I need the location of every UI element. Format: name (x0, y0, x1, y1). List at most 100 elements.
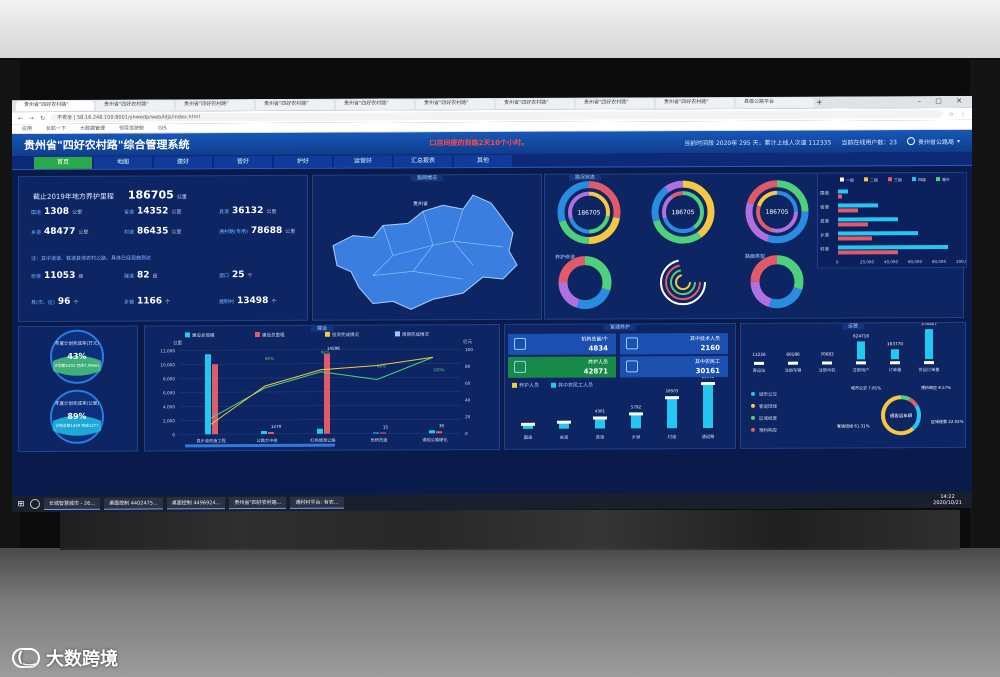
manage-chart: 国道省道县道4301乡道5792村道16503通组路21990 (521, 374, 715, 441)
window-controls-icon[interactable]: – ▢ ✕ (917, 96, 968, 106)
nav-reports[interactable]: 汇总报表 (394, 155, 452, 168)
hbar-chart-panel: 一级 二级 三级 四级 等外 国道 省道 县道 乡道 村道 0 20,000 40,000 60,000 8… (817, 171, 968, 269)
browser-tab[interactable]: 县级公路平台 (736, 97, 814, 108)
nav-other[interactable]: 其他 (454, 154, 512, 168)
legend-label: 客运班线 (759, 403, 777, 410)
manage-cat: 村道 (668, 433, 677, 440)
search-icon[interactable] (30, 498, 40, 510)
menu-icon[interactable]: ⋮ (960, 110, 966, 118)
ops-base (890, 361, 900, 365)
ops-value: 624716 (853, 333, 869, 338)
build-line (210, 356, 434, 425)
bookmark-item[interactable]: GIS (158, 124, 167, 131)
ring-segment (568, 191, 610, 234)
bookmark-item[interactable]: 大数据管理 (80, 125, 106, 132)
nav-build[interactable]: 建好 (154, 156, 212, 169)
browser-tab[interactable]: 贵州省"四好农村路" (96, 100, 174, 111)
build-bar (373, 432, 379, 434)
ring-segment (750, 255, 804, 309)
manage-cat: 国道 (524, 434, 533, 441)
browser-tab[interactable]: 贵州省"四好农村路" (336, 99, 414, 110)
manage-bar-cap (629, 412, 643, 416)
bar-label: 1270 (271, 424, 282, 429)
ops-bar (925, 329, 933, 360)
build-title: 建设 (310, 324, 334, 332)
browser-tab[interactable]: 贵州省"四好农村路" (576, 98, 654, 109)
ops-chart: 11226 客运站 60186 注册车辆 70683 注册司机 624716 注册用户 1637… (751, 321, 964, 436)
condition-title: 路况状态 (568, 173, 602, 181)
stat-10: 乡镇 1166 个 (124, 296, 171, 307)
forward-icon[interactable]: → (29, 114, 35, 122)
browser-tab[interactable]: 贵州省"四好农村路" (256, 99, 334, 111)
taskbar-app[interactable]: 通村村平台: 有农... (290, 496, 344, 509)
ops-base (856, 361, 866, 365)
build-bar (380, 432, 386, 434)
guizhou-map[interactable]: 贵州省 (313, 175, 541, 320)
hbar-cat: 国道 (820, 190, 829, 197)
legend-label: 周期完成情况 (402, 331, 429, 338)
bookmark-item[interactable]: 领导驾驶舱 (119, 125, 145, 132)
bookmark-item[interactable]: 长航一下 (46, 125, 67, 132)
ops-donut-seg (881, 395, 921, 436)
stat-5: 通村路(专用) 78688 公里 (219, 225, 296, 237)
browser-tab[interactable]: 贵州省"四好农村路" (496, 98, 574, 109)
ring-segment (745, 180, 809, 244)
manage-panel: 管理养护 国道省道县道4301乡道5792村道16503通组路21990 (504, 322, 736, 450)
reload-icon[interactable]: ↻ (40, 114, 46, 122)
y2-tick: 20 (465, 414, 471, 419)
nav-home[interactable]: 首页 (34, 156, 92, 169)
y-axis-label: 公里 (173, 340, 182, 346)
nav-maintain[interactable]: 护好 (274, 155, 332, 168)
x-tick: 县乡道改造工程 (196, 437, 226, 444)
legend-label: 城市公交 (759, 391, 777, 398)
taskbar-app[interactable]: 桌面控制 4496924... (166, 497, 226, 510)
browser-tab[interactable]: 贵州省"四好农村路" (16, 100, 94, 112)
nav-map[interactable]: 地图 (94, 156, 152, 169)
people-icon (514, 360, 526, 373)
taskbar-app[interactable]: 长城智慧城市 - 26... (44, 497, 101, 510)
ops-label: 注册车辆 (785, 367, 802, 374)
stat-6: 桥梁 11053 座 (31, 270, 84, 281)
build-bar (268, 431, 274, 434)
taskbar-clock: 14:22 2020/10/21 (933, 493, 962, 507)
legend-dot (751, 391, 755, 396)
taskbar-app[interactable]: 桌面控制 4402475... (104, 497, 163, 510)
build-bar (429, 430, 435, 434)
donut-label: 城市公交 7.81% (851, 384, 881, 390)
star-icon[interactable]: ☆ (948, 110, 954, 118)
hbar-tick: 60,000 (908, 259, 922, 264)
ring-charts: 186705 186705 186705 养护修道 路面类型 (555, 180, 809, 310)
ring-segment (662, 191, 704, 234)
gauge-panel: 年度计划完成率(万元) 43% 计划额1491 完成7,06661 年度计划完成率(公… (18, 325, 138, 453)
y2-tick: 80 (465, 364, 471, 369)
nav-manage[interactable]: 管好 (214, 155, 272, 169)
floor (0, 548, 1000, 677)
browser-tab[interactable]: 贵州省"四好农村路" (176, 100, 254, 111)
browser-tab[interactable]: 贵州省"四好农村路" (416, 98, 494, 110)
ops-label: 客运站 (753, 367, 766, 374)
ring-value: 186705 (766, 209, 789, 216)
build-bar (324, 353, 330, 434)
nav-operate[interactable]: 运营好 (334, 155, 392, 168)
build-bar (436, 431, 442, 434)
user-menu[interactable]: 贵州省公路局 ▾ (906, 136, 960, 146)
taskbar-app[interactable]: 贵州省"四好农村路... (229, 496, 287, 510)
windows-start-icon[interactable]: ⊞ (17, 499, 25, 509)
browser-tab[interactable]: 贵州省"四好农村路" (656, 97, 734, 109)
ops-value: 70683 (820, 352, 834, 357)
y2-tick: 60 (465, 381, 471, 386)
maint-title: 养护修道 (555, 254, 575, 261)
legend-swatch (840, 177, 844, 182)
ops-base (924, 361, 934, 365)
avatar (906, 137, 915, 146)
stat-9: 县(市、区) 96 个 (31, 296, 79, 307)
legend-dot (751, 427, 755, 432)
ring-segment (745, 180, 809, 244)
ops-base (788, 361, 798, 365)
ring-segment (756, 190, 798, 233)
back-icon[interactable]: ← (18, 114, 24, 122)
bookmark-item[interactable]: 应用 (22, 126, 33, 133)
ring-segment (651, 180, 715, 244)
new-tab-icon[interactable]: + (816, 97, 823, 107)
